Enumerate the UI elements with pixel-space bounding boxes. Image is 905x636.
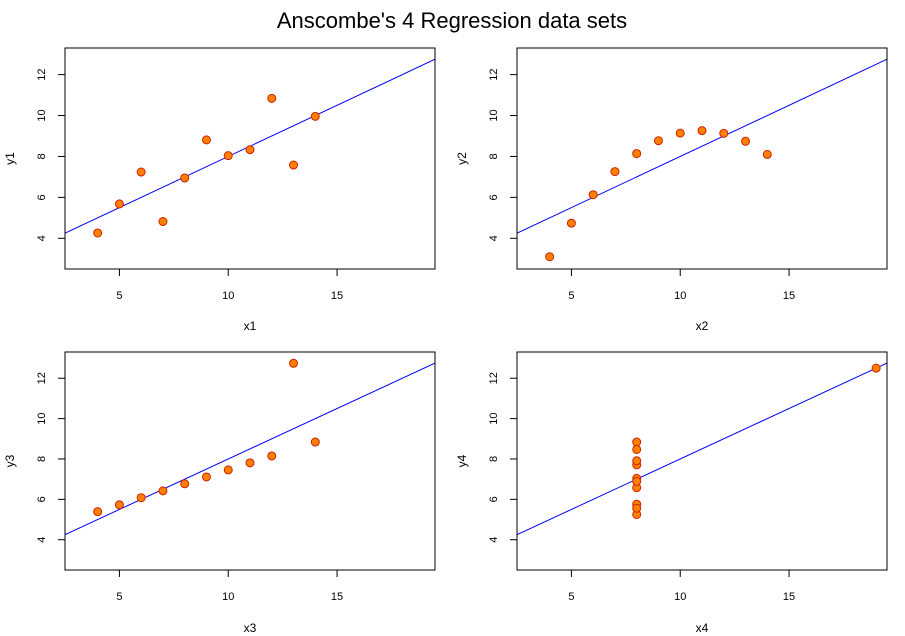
data-point-3 (93, 507, 103, 517)
y-tick-label-1: 12 (36, 68, 48, 80)
y-tick-label-1: 8 (36, 153, 48, 159)
x-tick-label-3: 10 (222, 591, 234, 603)
y-tick-label-1: 4 (36, 235, 48, 241)
data-point-2 (632, 149, 642, 159)
x-axis-label-3: x3 (244, 621, 257, 635)
x-tick-label-4: 5 (568, 591, 574, 603)
y-tick-label-3: 4 (36, 537, 48, 543)
regression-line-4 (517, 362, 887, 536)
plot-frame-4 (516, 351, 888, 571)
data-point-3 (158, 486, 168, 496)
data-point-2 (610, 167, 620, 177)
data-point-2 (588, 190, 598, 200)
y-tick-label-1: 6 (36, 194, 48, 200)
x-tick-label-4: 15 (783, 591, 795, 603)
y-axis-label-3: y3 (3, 454, 17, 467)
panel-2: 5 10 15 4 6 8 10 12 x2 y2 (455, 47, 888, 333)
data-point-1 (158, 217, 168, 227)
data-point-2 (566, 218, 576, 228)
data-point-3 (223, 465, 233, 475)
x-tick-label-3: 5 (116, 591, 122, 603)
y-tick-label-2: 10 (488, 109, 500, 121)
data-point-3 (245, 458, 255, 468)
data-point-1 (180, 173, 190, 183)
x-tick-label-1: 5 (116, 290, 122, 302)
x-tick-label-3: 15 (331, 591, 343, 603)
data-point-4 (632, 503, 642, 513)
data-point-3 (136, 493, 146, 503)
x-axis-label-2: x2 (696, 319, 709, 333)
y-tick-label-3: 8 (36, 456, 48, 462)
data-point-3 (180, 479, 190, 489)
plot-frame-2 (516, 47, 888, 270)
y-tick-label-1: 10 (36, 109, 48, 121)
y-tick-label-3: 12 (36, 372, 48, 384)
y-tick-label-4: 12 (488, 372, 500, 384)
panel-1: 5 10 15 4 6 8 10 12 x1 y1 (3, 47, 436, 333)
data-point-2 (545, 252, 555, 262)
data-point-2 (697, 126, 707, 136)
data-point-2 (719, 128, 729, 138)
y-tick-label-3: 6 (36, 496, 48, 502)
x-tick-label-2: 5 (568, 290, 574, 302)
data-point-1 (114, 199, 124, 209)
chart-title: Anscombe's 4 Regression data sets (277, 8, 627, 33)
data-point-4 (632, 456, 642, 466)
data-point-4 (632, 476, 642, 486)
y-tick-label-3: 10 (36, 412, 48, 424)
data-point-4 (871, 363, 881, 373)
data-point-3 (267, 451, 277, 461)
regression-line-2 (517, 58, 887, 234)
x-tick-label-1: 10 (222, 290, 234, 302)
y-tick-label-2: 6 (488, 194, 500, 200)
data-point-2 (653, 136, 663, 146)
data-point-3 (114, 500, 124, 510)
data-point-1 (93, 228, 103, 238)
y-axis-label-4: y4 (455, 454, 469, 467)
x-axis-label-4: x4 (696, 621, 709, 635)
y-axis-label-1: y1 (3, 152, 17, 165)
y-tick-label-4: 4 (488, 537, 500, 543)
data-point-2 (762, 149, 772, 159)
y-tick-label-4: 10 (488, 412, 500, 424)
regression-line-3 (65, 362, 435, 536)
data-point-4 (632, 437, 642, 447)
data-point-1 (310, 111, 320, 121)
data-point-3 (201, 472, 211, 482)
plot-frame-3 (64, 351, 436, 571)
data-point-1 (267, 93, 277, 103)
data-point-4 (632, 444, 642, 454)
x-tick-label-4: 10 (674, 591, 686, 603)
x-tick-label-2: 15 (783, 290, 795, 302)
data-point-1 (223, 151, 233, 161)
data-point-3 (289, 358, 299, 368)
x-tick-label-2: 10 (674, 290, 686, 302)
panel-4: 5 10 15 4 6 8 10 12 x4 y4 (455, 351, 888, 635)
data-point-2 (675, 128, 685, 138)
panels-group: 5 10 15 4 6 8 10 12 x1 y1 5 10 15 4 6 8 10 12 x2 y2 5 10 15 4 6 8… (3, 47, 888, 635)
data-point-1 (201, 135, 211, 145)
y-tick-label-2: 12 (488, 68, 500, 80)
y-tick-label-4: 8 (488, 456, 500, 462)
data-point-3 (310, 437, 320, 447)
data-point-1 (245, 145, 255, 155)
data-point-2 (741, 136, 751, 146)
y-axis-label-2: y2 (455, 152, 469, 165)
data-point-1 (289, 160, 299, 170)
panel-3: 5 10 15 4 6 8 10 12 x3 y3 (3, 351, 436, 635)
x-axis-label-1: x1 (244, 319, 257, 333)
y-tick-label-2: 8 (488, 153, 500, 159)
x-tick-label-1: 15 (331, 290, 343, 302)
y-tick-label-2: 4 (488, 235, 500, 241)
y-tick-label-4: 6 (488, 496, 500, 502)
plot-frame-1 (64, 47, 436, 270)
data-point-1 (136, 167, 146, 177)
